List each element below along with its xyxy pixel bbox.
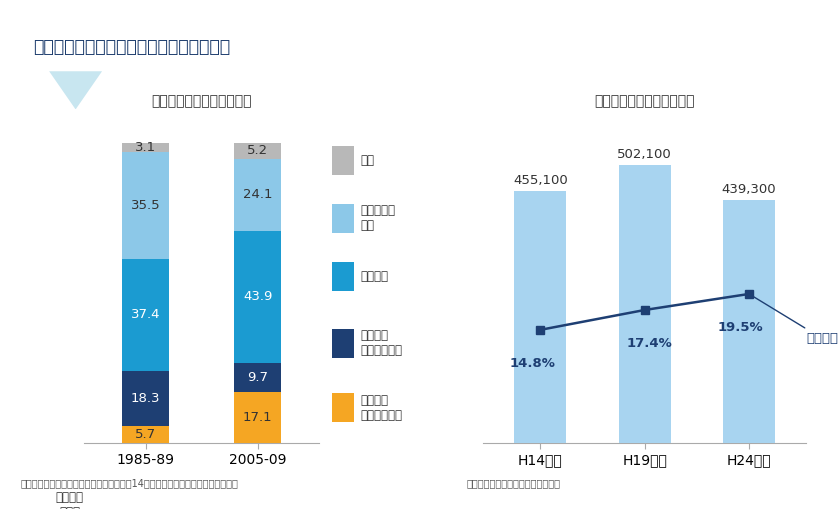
Title: 介護・看護のための離職者: 介護・看護のための離職者 — [595, 95, 695, 108]
Bar — [122, 259, 169, 371]
Bar — [514, 191, 566, 443]
FancyBboxPatch shape — [332, 393, 354, 422]
Text: 女性の出産退職や、男性の介護離職は増加: 女性の出産退職や、男性の介護離職は増加 — [33, 38, 230, 56]
Polygon shape — [49, 71, 102, 109]
Bar — [618, 165, 671, 443]
Bar — [122, 143, 169, 152]
FancyBboxPatch shape — [332, 329, 354, 358]
Text: 19.5%: 19.5% — [718, 321, 764, 334]
FancyBboxPatch shape — [332, 204, 354, 233]
Text: 就業継続
（育休利用）: 就業継続 （育休利用） — [360, 393, 402, 421]
Bar — [723, 200, 775, 443]
Text: 3.1: 3.1 — [135, 142, 156, 154]
Text: 出典：国立社会保険・人口問題研究所「第14回出生動向基本調査（夫婦調査）」: 出典：国立社会保険・人口問題研究所「第14回出生動向基本調査（夫婦調査）」 — [21, 478, 239, 488]
Bar — [234, 362, 281, 391]
Text: 37.4: 37.4 — [131, 308, 160, 321]
Text: 502,100: 502,100 — [617, 148, 672, 161]
Text: 第一子の
出生年: 第一子の 出生年 — [55, 491, 83, 509]
Bar — [234, 231, 281, 362]
Text: 男性比率: 男性比率 — [752, 295, 838, 345]
Text: 43.9: 43.9 — [243, 290, 272, 303]
Text: 出産退職: 出産退職 — [360, 270, 388, 282]
Text: 不詳: 不詳 — [360, 154, 375, 167]
Text: 17.1: 17.1 — [243, 411, 272, 423]
Text: 18.3: 18.3 — [131, 392, 160, 405]
Text: 24.1: 24.1 — [243, 188, 272, 202]
Text: 439,300: 439,300 — [722, 183, 776, 196]
Title: 第一子出産前後の就業変化: 第一子出産前後の就業変化 — [151, 95, 252, 108]
Text: 9.7: 9.7 — [247, 371, 268, 384]
FancyBboxPatch shape — [332, 146, 354, 175]
Text: 5.7: 5.7 — [135, 428, 156, 441]
Text: 455,100: 455,100 — [513, 175, 568, 187]
Text: 35.5: 35.5 — [131, 199, 160, 212]
Text: 17.4%: 17.4% — [627, 337, 673, 350]
Text: 14.8%: 14.8% — [509, 356, 555, 370]
Bar — [122, 152, 169, 259]
Text: 就業継続
（育休なし）: 就業継続 （育休なし） — [360, 329, 402, 357]
Bar — [234, 143, 281, 159]
Text: 出典：総務省「就業構造基本調査」: 出典：総務省「就業構造基本調査」 — [466, 478, 560, 488]
FancyBboxPatch shape — [332, 262, 354, 291]
Text: 妊娠前から
無職: 妊娠前から 無職 — [360, 204, 396, 233]
Bar — [122, 371, 169, 426]
Bar — [234, 391, 281, 443]
Bar — [122, 426, 169, 443]
Text: 5.2: 5.2 — [247, 145, 268, 157]
Bar — [234, 159, 281, 231]
